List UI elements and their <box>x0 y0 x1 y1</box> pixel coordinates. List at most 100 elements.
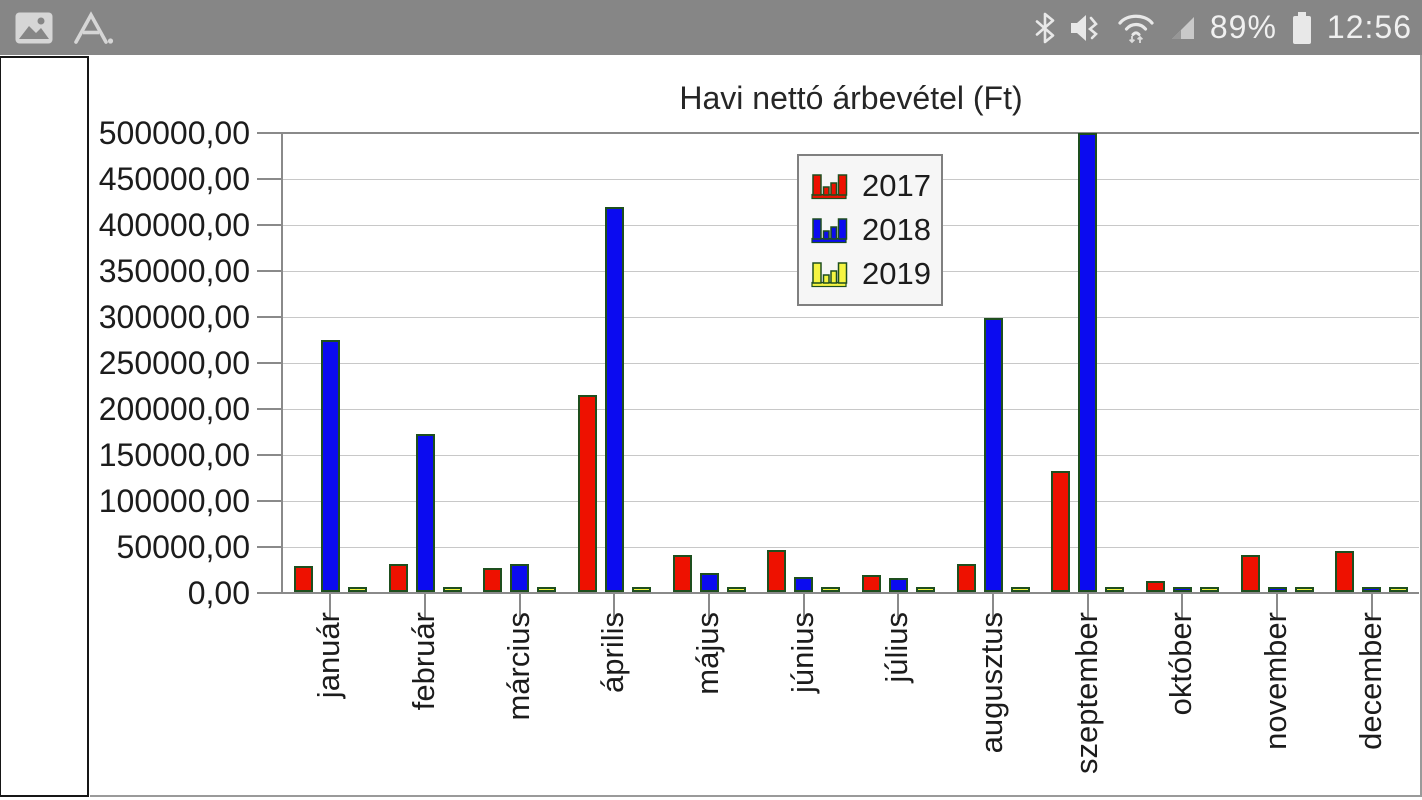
y-axis-line <box>281 132 283 594</box>
y-axis-tick <box>257 500 283 502</box>
x-axis-label-május: május <box>690 612 725 695</box>
bar-2018-november <box>1268 587 1287 592</box>
legend-label: 2017 <box>862 168 931 203</box>
y-axis-tick <box>257 408 283 410</box>
x-axis-label-április: április <box>595 612 630 693</box>
y-axis-label: 500000,00 <box>98 115 250 151</box>
cell-signal-icon <box>1169 14 1197 42</box>
bar-2019-november <box>1295 587 1314 592</box>
bar-2017-március <box>483 568 502 592</box>
x-axis-tick <box>1181 594 1183 619</box>
x-axis-label-január: január <box>311 612 346 699</box>
bar-2018-december <box>1362 587 1381 592</box>
legend-swatch-2018-icon <box>811 218 848 244</box>
status-bar: 89% 12:56 <box>0 0 1422 55</box>
legend-label: 2018 <box>862 212 931 247</box>
bar-2019-július <box>916 587 935 592</box>
x-axis-tick <box>897 594 899 619</box>
x-axis-label-november: november <box>1258 612 1293 750</box>
y-axis-tick <box>257 454 283 456</box>
gridline <box>283 455 1419 456</box>
bar-2017-november <box>1241 555 1260 592</box>
x-axis-label-október: október <box>1163 612 1198 716</box>
bar-2019-április <box>632 587 651 592</box>
y-axis-tick <box>257 362 283 364</box>
x-axis-label-március: március <box>501 612 536 721</box>
gridline <box>283 409 1419 410</box>
gridline <box>283 317 1419 318</box>
bar-2017-szeptember <box>1051 471 1070 592</box>
legend-swatch-2017-icon <box>811 174 848 200</box>
plot-top-border <box>283 132 1419 134</box>
bar-2017-január <box>294 566 313 592</box>
y-axis-tick <box>257 270 283 272</box>
gallery-icon <box>14 11 54 45</box>
bar-2017-május <box>673 555 692 592</box>
bar-2019-február <box>443 587 462 592</box>
chart-frame <box>90 55 1422 797</box>
y-axis-label: 350000,00 <box>98 253 250 289</box>
y-axis-label: 200000,00 <box>98 391 250 427</box>
y-axis-label: 100000,00 <box>98 483 250 519</box>
bar-2018-augusztus <box>984 318 1003 592</box>
chart-title: Havi nettó árbevétel (Ft) <box>679 80 1023 116</box>
chart-legend: 2017 2018 2019 <box>797 154 943 306</box>
system-status-icons: 89% 12:56 <box>1034 9 1422 46</box>
x-axis-label-július: július <box>879 612 914 683</box>
y-axis-tick <box>257 224 283 226</box>
y-axis-tick <box>257 178 283 180</box>
bar-2017-augusztus <box>957 564 976 592</box>
bar-2017-április <box>578 395 597 592</box>
x-axis-tick <box>424 594 426 619</box>
x-axis-tick <box>613 594 615 619</box>
y-axis-label: 450000,00 <box>98 161 250 197</box>
bar-2019-március <box>537 587 556 592</box>
gridline <box>283 501 1419 502</box>
legend-item-2017: 2017 <box>811 168 941 204</box>
bar-2017-július <box>862 575 881 592</box>
y-axis-tick <box>257 546 283 548</box>
y-axis-label: 150000,00 <box>98 437 250 473</box>
bar-2018-február <box>416 434 435 592</box>
x-axis-tick <box>519 594 521 619</box>
y-axis-tick <box>257 316 283 318</box>
y-axis-label: 250000,00 <box>98 345 250 381</box>
x-axis-label-december: december <box>1353 612 1388 750</box>
x-axis-tick <box>803 594 805 619</box>
gridline <box>283 363 1419 364</box>
x-axis-line <box>281 592 1419 594</box>
bar-2017-február <box>389 564 408 592</box>
y-axis-label: 50000,00 <box>116 529 250 565</box>
x-axis-tick <box>708 594 710 619</box>
y-axis-tick <box>257 132 283 134</box>
bar-2018-szeptember <box>1078 133 1097 592</box>
y-axis-label: 300000,00 <box>98 299 250 335</box>
letter-a-icon <box>72 10 114 45</box>
y-axis-label: 0,00 <box>187 575 250 611</box>
mute-vibrate-icon <box>1069 12 1103 44</box>
bar-2018-október <box>1173 587 1192 592</box>
bar-2017-június <box>767 550 786 592</box>
bar-2018-június <box>794 577 813 592</box>
bar-2018-április <box>605 207 624 592</box>
bar-2019-május <box>727 587 746 592</box>
bar-2019-október <box>1200 587 1219 592</box>
x-axis-tick <box>329 594 331 619</box>
x-axis-label-szeptember: szeptember <box>1069 612 1104 774</box>
clock: 12:56 <box>1326 9 1412 45</box>
y-axis-tick <box>257 592 283 594</box>
bar-2017-október <box>1146 581 1165 592</box>
bar-2017-december <box>1335 551 1354 592</box>
y-axis-label: 400000,00 <box>98 207 250 243</box>
bar-2018-május <box>700 573 719 592</box>
gridline <box>283 547 1419 548</box>
bar-2019-január <box>348 587 367 592</box>
bar-2018-július <box>889 578 908 592</box>
x-axis-tick <box>1371 594 1373 619</box>
battery-icon <box>1290 10 1314 46</box>
x-axis-tick <box>992 594 994 619</box>
wifi-traffic-icon <box>1116 10 1156 46</box>
notification-icons <box>0 10 114 45</box>
x-axis-label-február: február <box>406 612 441 711</box>
